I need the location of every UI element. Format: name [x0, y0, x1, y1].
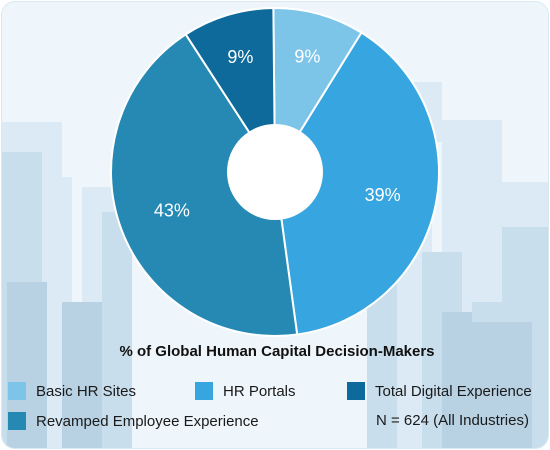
data-label-total-digital-experience: 9%	[227, 47, 253, 67]
data-label-basic-hr-sites: 9%	[294, 46, 320, 66]
legend-item-revamped-employee-experience: Revamped Employee Experience	[8, 412, 259, 430]
sample-size-note: N = 624 (All Industries)	[376, 412, 529, 429]
legend-label: Revamped Employee Experience	[36, 412, 259, 430]
pie-slice-hr-portals	[273, 31, 440, 336]
legend-item-basic-hr-sites: Basic HR Sites	[8, 382, 136, 400]
legend-label: Basic HR Sites	[36, 382, 137, 400]
legend-label: HR Portals	[223, 382, 296, 400]
data-label-hr-portals: 39%	[365, 185, 401, 205]
legend-item-total-digital-experience: Total Digital Experience	[347, 382, 532, 400]
legend-swatch	[195, 382, 213, 400]
legend-swatch	[347, 382, 365, 400]
legend-swatch	[8, 412, 26, 430]
legend-label: Total Digital Experience	[375, 382, 532, 400]
chart-title: % of Global Human Capital Decision-Maker…	[119, 343, 435, 360]
legend-swatch	[8, 382, 26, 400]
legend-item-hr-portals: HR Portals	[195, 382, 296, 400]
donut-hole	[227, 124, 323, 220]
pie-slice-revamped-employee-experience	[110, 33, 299, 337]
data-label-revamped-employee-experience: 43%	[154, 200, 190, 220]
